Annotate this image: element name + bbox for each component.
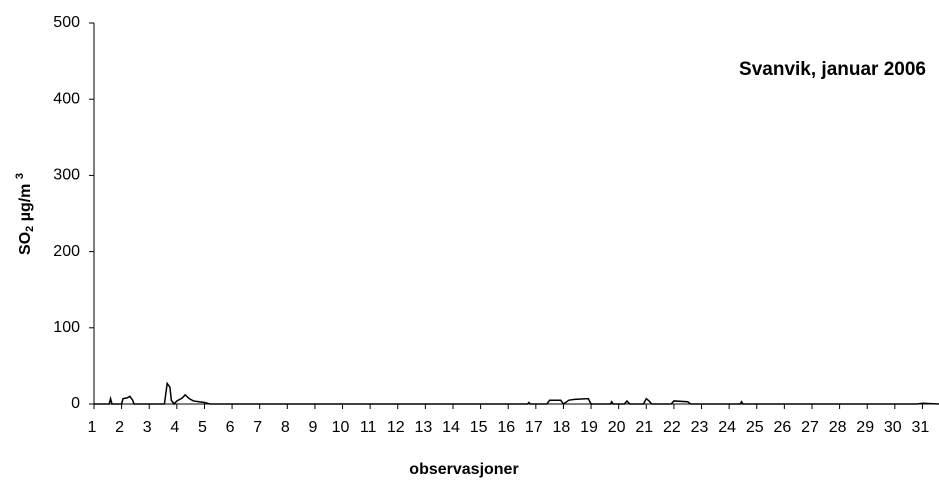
x-tick-label: 8 [281, 419, 290, 436]
x-tick-label: 11 [360, 419, 377, 436]
y-label-sub: 2 [24, 226, 36, 232]
y-tick-label: 300 [53, 167, 80, 184]
x-tick-label: 17 [525, 419, 543, 436]
y-tick-label: 0 [71, 395, 80, 412]
y-axis-label: SO2 µg/m 3 [14, 173, 36, 255]
x-tick-label: 14 [442, 419, 460, 436]
x-tick-label: 21 [635, 419, 653, 436]
x-tick-label: 26 [773, 419, 791, 436]
chart-title: Svanvik, januar 2006 [739, 59, 926, 80]
y-label-part: µg/m [17, 179, 34, 226]
x-tick-label: 27 [801, 419, 819, 436]
y-label-part: SO [17, 232, 34, 255]
x-tick-label: 10 [332, 419, 350, 436]
x-tick-label: 3 [143, 419, 152, 436]
x-tick-label: 13 [414, 419, 432, 436]
x-tick-label: 7 [253, 419, 262, 436]
x-tick-label: 29 [856, 419, 874, 436]
x-tick-label: 19 [580, 419, 598, 436]
x-axis-label: observasjoner [409, 461, 518, 478]
y-tick-label: 400 [53, 90, 80, 107]
x-tick-label: 5 [198, 419, 207, 436]
data-line [94, 381, 939, 406]
x-tick-label: 24 [718, 419, 736, 436]
x-tick-label: 1 [88, 419, 97, 436]
x-tick-label: 9 [308, 419, 317, 436]
y-tick-label: 500 [53, 14, 80, 31]
y-tick-label: 200 [53, 243, 80, 260]
x-tick-label: 16 [497, 419, 515, 436]
x-tick-label: 15 [470, 419, 488, 436]
x-tick-label: 25 [746, 419, 764, 436]
x-tick-label: 2 [115, 419, 124, 436]
x-tick-label: 22 [663, 419, 681, 436]
x-tick-label: 4 [170, 419, 179, 436]
x-tick-label: 31 [912, 419, 930, 436]
x-tick-label: 28 [829, 419, 847, 436]
y-tick-label: 100 [53, 319, 80, 336]
x-tick-label: 12 [387, 419, 405, 436]
x-tick-label: 20 [608, 419, 626, 436]
y-label-sup: 3 [14, 173, 26, 179]
x-tick-label: 6 [226, 419, 235, 436]
x-tick-label: 30 [884, 419, 902, 436]
x-tick-label: 18 [553, 419, 571, 436]
x-tick-label: 23 [691, 419, 709, 436]
